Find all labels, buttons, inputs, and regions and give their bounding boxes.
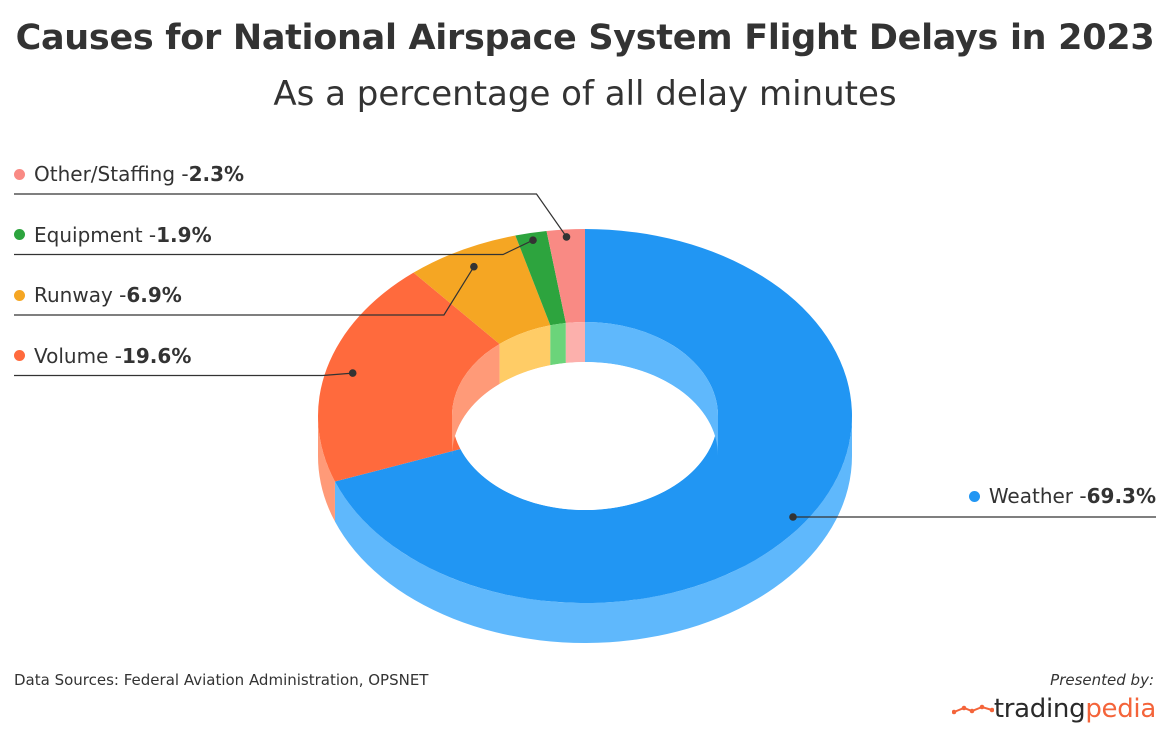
logo-text-pedia: pedia: [1085, 694, 1156, 724]
inner-wall-runway-0: [499, 325, 551, 384]
slice-equipment: [515, 230, 566, 326]
legend-marker-icon: [14, 229, 25, 240]
legend-marker-icon: [968, 490, 980, 502]
legend-value: 1.9%: [156, 222, 212, 247]
legend-label: Other/Staffing -: [34, 162, 189, 186]
legend-marker-icon: [14, 350, 25, 361]
legend-item-volume: Volume - 19.6%: [14, 344, 191, 368]
leader-dot-volume: [348, 369, 357, 377]
legend-value: 6.9%: [126, 283, 182, 307]
slice-volume: [318, 272, 500, 482]
legend-item-weather: Weather - 69.3%: [968, 484, 1156, 508]
inner-wall-other-staffing-0: [565, 322, 585, 363]
leader-dot-equipment: [529, 236, 537, 244]
legend-value: 69.3%: [1086, 484, 1156, 508]
legend-value: 19.6%: [121, 343, 192, 368]
tradingpedia-logo: tradingpedia: [951, 694, 1156, 724]
legend-label: Equipment -: [34, 222, 157, 247]
legend-marker-icon: [14, 289, 25, 301]
chart-line-icon: [951, 704, 994, 715]
slice-runway: [413, 235, 551, 344]
logo-text-trading: trading: [993, 694, 1086, 724]
legend-marker-icon: [14, 168, 25, 180]
legend-label: Weather -: [988, 484, 1087, 508]
inner-wall-weather-1: [585, 322, 718, 456]
legend-item-runway: Runway - 6.9%: [14, 283, 182, 307]
data-source-note: Data Sources: Federal Aviation Administr…: [14, 671, 429, 689]
leader-line-volume: [14, 372, 353, 377]
leader-dot-weather: [789, 513, 797, 521]
leader-dot-runway: [470, 262, 478, 271]
outer-side-weather: [334, 416, 853, 644]
legend-label: Runway -: [34, 283, 127, 307]
leader-dot-other-staffing: [562, 233, 571, 241]
inner-wall-equipment-0: [550, 322, 566, 366]
legend-value: 2.3%: [188, 162, 245, 186]
leader-line-equipment: [14, 239, 534, 256]
outer-side-volume: [318, 416, 335, 522]
chart-title: Causes for National Airspace System Flig…: [15, 18, 1155, 58]
inner-wall-volume-0: [452, 343, 500, 456]
slice-other-staffing: [546, 229, 585, 323]
chart-subtitle: As a percentage of all delay minutes: [273, 74, 897, 114]
leader-line-runway: [14, 266, 475, 316]
legend-item-equipment: Equipment - 1.9%: [14, 223, 212, 247]
presented-by-label: Presented by:: [1050, 671, 1154, 689]
legend-label: Volume -: [34, 343, 122, 368]
leader-line-other-staffing: [14, 193, 567, 238]
slice-weather: [334, 229, 852, 603]
legend-item-other-staffing: Other/Staffing - 2.3%: [14, 162, 244, 186]
